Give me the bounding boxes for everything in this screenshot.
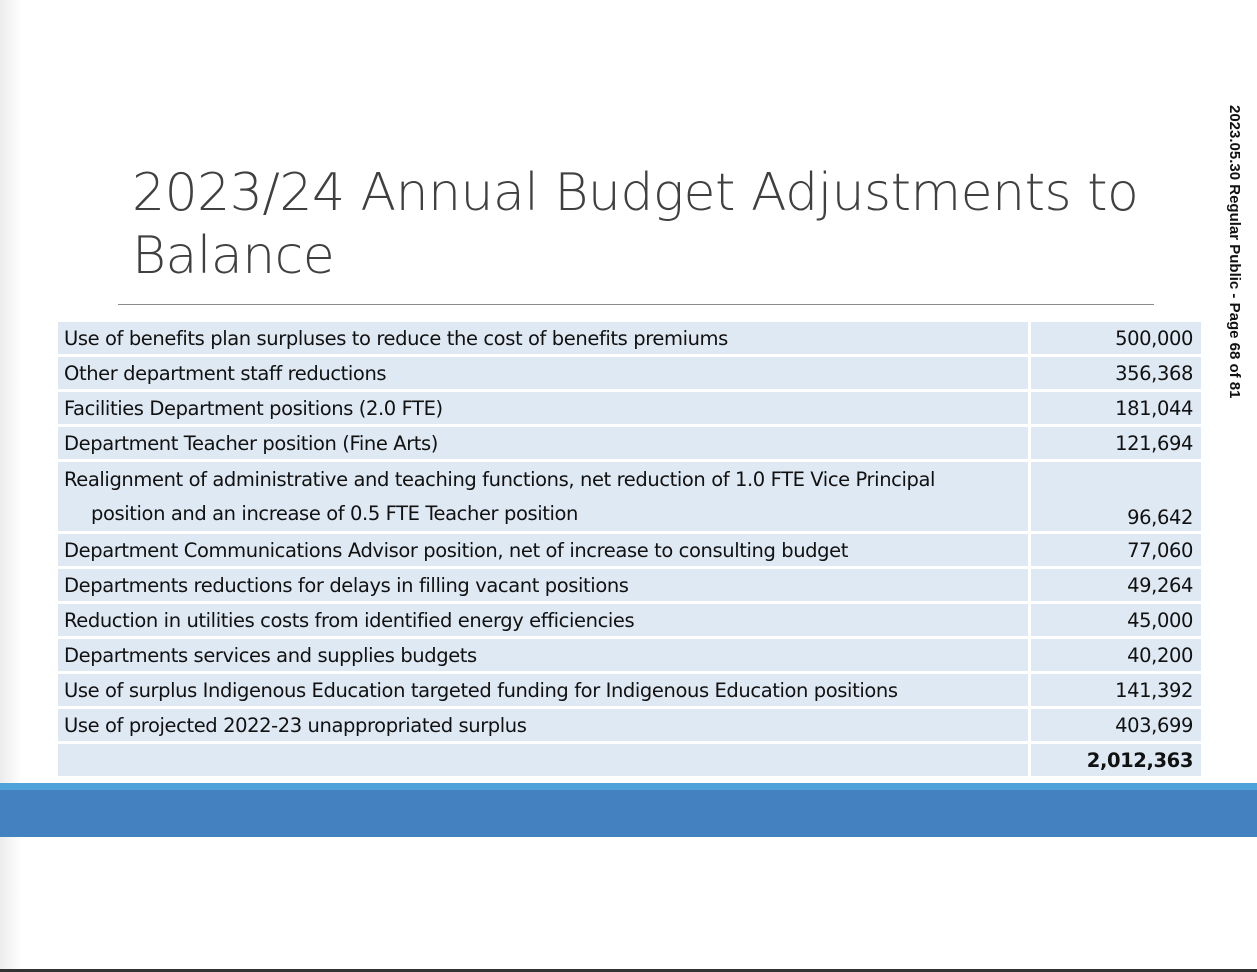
slide-title: 2023/24 Annual Budget Adjustments to Bal…: [132, 163, 1139, 286]
row-description: Realignment of administrative and teachi…: [58, 462, 1028, 531]
page-footer-label: 2023.05.30 Regular Public - Page 68 of 8…: [1226, 105, 1243, 399]
table-row: Use of surplus Indigenous Education targ…: [58, 674, 1201, 706]
row-description: Facilities Department positions (2.0 FTE…: [58, 392, 1028, 424]
row-amount: 500,000: [1031, 322, 1201, 354]
row-description: Reduction in utilities costs from identi…: [58, 604, 1028, 636]
footer-band: [0, 790, 1257, 837]
row-amount: 403,699: [1031, 709, 1201, 741]
table-row: Realignment of administrative and teachi…: [58, 462, 1201, 531]
row-description: Department Teacher position (Fine Arts): [58, 427, 1028, 459]
row-amount: 45,000: [1031, 604, 1201, 636]
row-amount: 356,368: [1031, 357, 1201, 389]
page-edge-shadow: [0, 0, 22, 970]
footer-stripe: [0, 783, 1257, 790]
table-row: Use of benefits plan surpluses to reduce…: [58, 322, 1201, 354]
description-line-continued: position and an increase of 0.5 FTE Teac…: [91, 502, 579, 525]
total-row: 2,012,363: [58, 744, 1201, 776]
row-description: Other department staff reductions: [58, 357, 1028, 389]
row-description: Departments services and supplies budget…: [58, 639, 1028, 671]
row-amount: 49,264: [1031, 569, 1201, 601]
row-description: Use of projected 2022-23 unappropriated …: [58, 709, 1028, 741]
row-description: Department Communications Advisor positi…: [58, 534, 1028, 566]
total-label-cell: [58, 744, 1028, 776]
total-amount: 2,012,363: [1031, 744, 1201, 776]
row-amount: 40,200: [1031, 639, 1201, 671]
row-description: Use of benefits plan surpluses to reduce…: [58, 322, 1028, 354]
table-row: Department Communications Advisor positi…: [58, 534, 1201, 566]
table-row: Departments services and supplies budget…: [58, 639, 1201, 671]
row-amount: 181,044: [1031, 392, 1201, 424]
bottom-border: [0, 969, 1257, 972]
row-amount: 121,694: [1031, 427, 1201, 459]
description-line: Realignment of administrative and teachi…: [64, 468, 936, 491]
table-row: Use of projected 2022-23 unappropriated …: [58, 709, 1201, 741]
budget-adjustments-table: Use of benefits plan surpluses to reduce…: [55, 319, 1204, 779]
table-row: Department Teacher position (Fine Arts) 1…: [58, 427, 1201, 459]
table-row: Other department staff reductions 356,368: [58, 357, 1201, 389]
table-row: Departments reductions for delays in fil…: [58, 569, 1201, 601]
row-amount: 77,060: [1031, 534, 1201, 566]
row-amount: 96,642: [1031, 462, 1201, 531]
title-divider: [118, 304, 1154, 305]
row-amount: 141,392: [1031, 674, 1201, 706]
table-row: Reduction in utilities costs from identi…: [58, 604, 1201, 636]
row-description: Departments reductions for delays in fil…: [58, 569, 1028, 601]
row-description: Use of surplus Indigenous Education targ…: [58, 674, 1028, 706]
table-row: Facilities Department positions (2.0 FTE…: [58, 392, 1201, 424]
